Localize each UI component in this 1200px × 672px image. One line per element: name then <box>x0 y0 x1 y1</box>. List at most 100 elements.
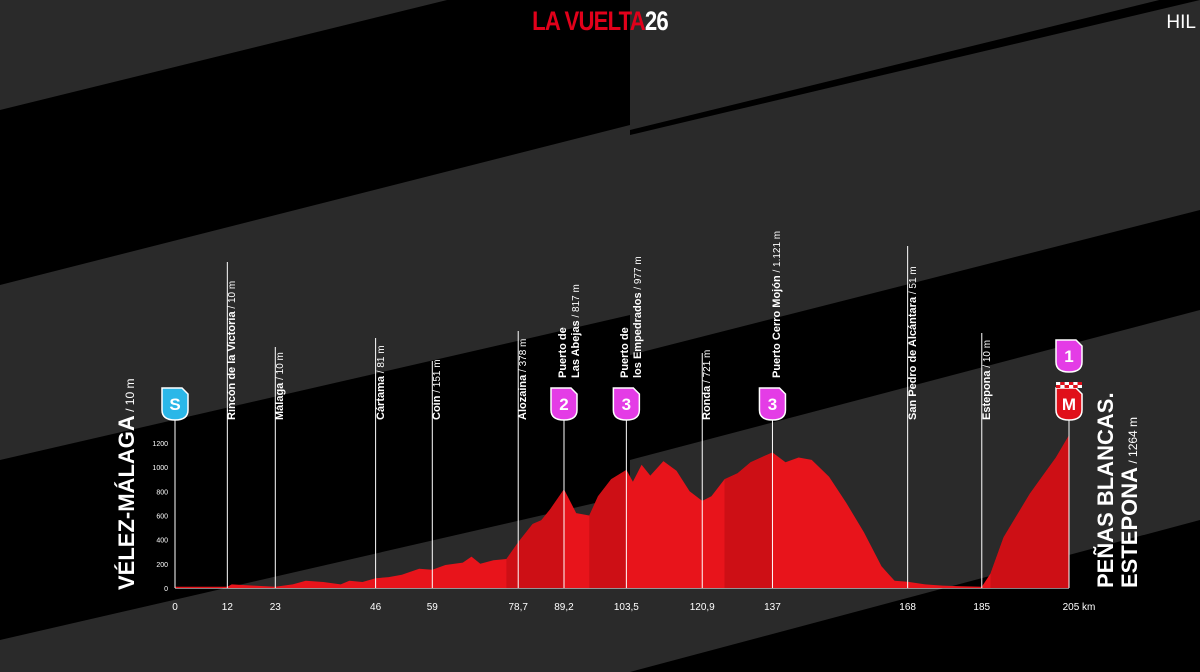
start-badge-shape <box>161 387 189 421</box>
finish-meta-badge-label: M <box>1062 395 1076 414</box>
waypoint-name: Cártama <box>374 375 387 420</box>
x-tick-label: 168 <box>899 602 916 613</box>
waypoint-label: Cártama / 81 m <box>371 345 389 420</box>
waypoint-label: Puerto Cerro Mojón / 1.121 m <box>767 231 785 378</box>
checkered-cell <box>1073 382 1078 385</box>
waypoint-name: Coín <box>431 395 444 420</box>
climb-segment-shade <box>724 435 773 588</box>
checkered-cell <box>1077 385 1082 388</box>
checkered-cell <box>1060 385 1065 388</box>
waypoint-alt: / 10 m <box>981 339 993 371</box>
climb-badge-cat-2-shape <box>550 387 578 421</box>
waypoint-name: Rincón de la Victoria <box>226 311 239 420</box>
waypoint-name: Ronda <box>701 385 714 420</box>
x-tick-label: 46 <box>370 602 382 613</box>
waypoint-label: Rincón de la Victoria / 10 m <box>222 281 240 420</box>
waypoint-name: Málaga <box>274 382 287 420</box>
finish-town-alt: / 1264 m <box>1126 416 1140 467</box>
logo-year: 26 <box>644 6 669 36</box>
x-tick-label: 0 <box>172 602 178 613</box>
x-tick-label: 185 <box>973 602 990 613</box>
waypoint-name: los Empedrados <box>632 292 645 378</box>
climb-badge-cat-3-shape <box>612 387 641 421</box>
start-badge-label: S <box>169 395 180 414</box>
waypoint-name: Las Abejas <box>569 320 582 378</box>
climb-badge-cat-3: 3 <box>612 387 641 421</box>
waypoint-lines <box>174 246 1070 588</box>
checkered-cell <box>1068 385 1074 388</box>
start-town-name: VÉLEZ-MÁLAGA <box>114 415 139 590</box>
y-tick-label: 400 <box>156 538 168 545</box>
waypoint-label: Coín / 151 m <box>427 359 445 420</box>
finish-climb-badge-shape <box>1055 339 1083 373</box>
waypoint-label: los Empedrados / 977 m <box>628 256 646 378</box>
waypoint-label: Ronda / 721 m <box>697 350 715 420</box>
start-town-label: VÉLEZ-MÁLAGA / 10 m <box>114 379 140 590</box>
waypoint-name: Estepona <box>980 370 993 420</box>
waypoint-alt: / 721 m <box>702 349 714 386</box>
x-tick-label: 23 <box>270 602 282 613</box>
finish-town-label-2: ESTEPONA / 1264 m <box>1117 417 1143 588</box>
climb-badge-cat-2-label: 2 <box>559 395 568 414</box>
climb-badge-cat-3: 3 <box>758 387 787 421</box>
waypoint-alt: / 81 m <box>375 345 387 376</box>
y-tick-label: 1200 <box>152 441 168 448</box>
finish-climb-badge-label: 1 <box>1064 347 1073 366</box>
y-tick-label: 1000 <box>152 465 168 472</box>
waypoint-alt: / 151 m <box>432 359 444 396</box>
checkered-cell <box>1056 385 1061 388</box>
waypoint-label: Alozaina / 378 m <box>513 339 531 420</box>
checkered-cell <box>1068 382 1074 385</box>
x-tick-label: 120,9 <box>690 602 715 613</box>
waypoint-alt: / 378 m <box>518 338 530 375</box>
finish-meta-badge: M <box>1055 382 1083 421</box>
waypoint-alt: / 817 m <box>570 284 582 321</box>
waypoint-label: Málaga / 10 m <box>270 352 288 420</box>
waypoint-name: Puerto Cerro Mojón <box>771 275 784 378</box>
checkered-cell <box>1064 385 1069 388</box>
finish-meta-badge-shape <box>1055 387 1083 421</box>
waypoint-alt: / 10 m <box>227 280 239 312</box>
checkered-cell <box>1064 382 1069 385</box>
waypoint-alt: / 10 m <box>275 352 287 383</box>
climb-badge-cat-3-label: 3 <box>622 395 631 414</box>
checkered-cell <box>1077 382 1082 385</box>
y-tick-label: 600 <box>156 514 168 521</box>
race-logo: LA VUELTA26 <box>108 6 1092 37</box>
waypoint-alt: / 977 m <box>633 256 645 293</box>
start-town-alt: / 10 m <box>123 378 137 416</box>
waypoint-label: Las Abejas / 817 m <box>566 284 584 378</box>
logo-brand: LA VUELTA <box>532 6 646 36</box>
waypoint-name: San Pedro de Alcántara <box>906 296 919 420</box>
start-badge: S <box>161 387 189 421</box>
x-tick-label: 89,2 <box>554 602 574 613</box>
waypoint-label: Estepona / 10 m <box>977 340 995 420</box>
climb-badge-cat-3-label: 3 <box>768 395 777 414</box>
x-tick-label: 103,5 <box>614 602 639 613</box>
x-tick-label: 59 <box>427 602 439 613</box>
x-tick-label: 78,7 <box>508 602 528 613</box>
waypoint-alt: / 1.121 m <box>772 230 784 276</box>
x-tick-label: 12 <box>222 602 234 613</box>
finish-town-label: PEÑAS BLANCAS. <box>1093 392 1119 588</box>
finish-town-line1: PEÑAS BLANCAS. <box>1093 392 1118 588</box>
climb-badges: 2 3 3 S M 1 <box>161 339 1083 421</box>
finish-climb-badge: 1 <box>1055 339 1083 373</box>
x-axis-ticks: 0 12 23 46 59 78,7 89,2 103,5 120,9 137 168 185 205 … <box>172 602 1095 613</box>
y-tick-label: 0 <box>164 586 168 593</box>
checkered-cell <box>1056 382 1061 385</box>
y-tick-label: 200 <box>156 562 168 569</box>
x-tick-label: 205 km <box>1063 602 1096 613</box>
finish-town-line2: ESTEPONA <box>1117 466 1142 588</box>
waypoint-alt: / 51 m <box>907 266 919 297</box>
climb-badge-cat-2: 2 <box>550 387 578 421</box>
stage-type-label: HIL <box>1166 12 1196 33</box>
waypoint-label: San Pedro de Alcántara / 51 m <box>903 266 921 420</box>
y-tick-label: 800 <box>156 489 168 496</box>
waypoint-name: Alozaina <box>517 374 530 420</box>
checkered-cell <box>1060 382 1065 385</box>
x-tick-label: 137 <box>764 602 781 613</box>
checkered-cell <box>1073 385 1078 388</box>
